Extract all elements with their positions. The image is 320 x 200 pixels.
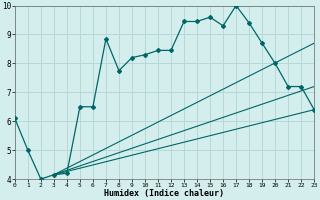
X-axis label: Humidex (Indice chaleur): Humidex (Indice chaleur) <box>105 189 225 198</box>
